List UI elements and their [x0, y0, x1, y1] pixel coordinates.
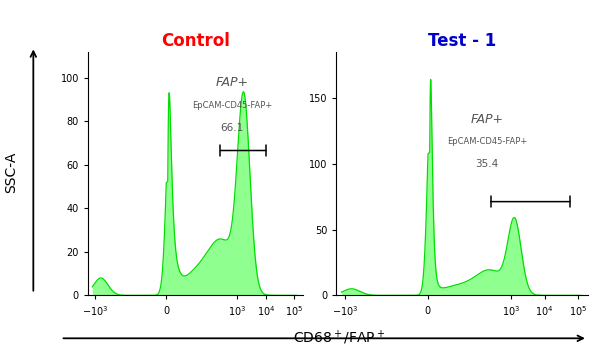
Title: Test - 1: Test - 1: [428, 32, 496, 50]
Text: FAP+: FAP+: [216, 76, 248, 89]
Text: 35.4: 35.4: [476, 159, 499, 169]
Text: 66.1: 66.1: [221, 122, 244, 132]
Text: CD68$^+$/FAP$^+$: CD68$^+$/FAP$^+$: [293, 329, 385, 348]
Title: Control: Control: [161, 32, 230, 50]
Text: EpCAM-CD45-FAP+: EpCAM-CD45-FAP+: [447, 137, 527, 146]
Text: EpCAM-CD45-FAP+: EpCAM-CD45-FAP+: [192, 101, 272, 110]
Text: SSC-A: SSC-A: [4, 151, 18, 193]
Text: FAP+: FAP+: [471, 113, 504, 126]
